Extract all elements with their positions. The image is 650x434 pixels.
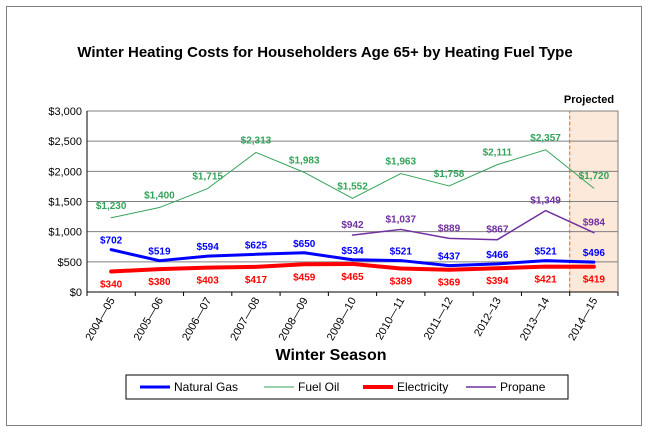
- data-label: $1,230: [96, 201, 127, 212]
- x-tick-label: 2010—11: [374, 296, 408, 343]
- x-tick-label: 2009—10: [325, 296, 359, 343]
- x-tick-label: 2013—14: [518, 296, 552, 343]
- data-label: $394: [486, 276, 509, 287]
- data-label: $594: [197, 242, 220, 253]
- legend-entry: Propane: [500, 380, 546, 394]
- legend-entry: Natural Gas: [174, 380, 238, 394]
- data-label: $496: [583, 248, 606, 259]
- data-label: $403: [197, 276, 220, 287]
- data-label: $2,111: [483, 148, 513, 159]
- data-label: $466: [486, 250, 509, 261]
- data-label: $1,715: [192, 172, 223, 183]
- data-label: $2,357: [530, 133, 561, 144]
- data-label: $1,758: [434, 169, 465, 180]
- data-label: $465: [341, 272, 364, 283]
- data-label: $437: [438, 252, 461, 263]
- data-label: $521: [534, 247, 557, 258]
- data-label: $889: [438, 223, 461, 234]
- y-tick-label: $2,500: [48, 136, 82, 148]
- x-tick-label: 2012–13: [472, 296, 504, 339]
- x-tick-label: 2008—09: [277, 296, 311, 343]
- series-line-electricity: [109, 261, 596, 274]
- data-label: $421: [534, 275, 557, 286]
- x-tick-label: 2005—06: [132, 296, 166, 343]
- legend-entry: Fuel Oil: [298, 380, 339, 394]
- data-label: $419: [583, 275, 606, 286]
- x-axis-title: Winter Season: [276, 347, 387, 364]
- y-tick-label: $1,500: [48, 197, 82, 209]
- data-label: $459: [293, 272, 316, 283]
- data-label: $1,963: [385, 157, 416, 168]
- legend-entry: Electricity: [397, 380, 448, 394]
- data-label: $534: [341, 246, 364, 257]
- legend: Natural Gas Fuel Oil Electricity Propane: [125, 374, 569, 400]
- data-label: $1,037: [385, 214, 416, 225]
- x-tick-label: 2004—05: [83, 296, 117, 343]
- y-tick-label: $2,000: [48, 166, 82, 178]
- series-line-propane: [351, 209, 595, 241]
- data-label: $1,552: [337, 181, 368, 192]
- data-label: $417: [245, 275, 268, 286]
- data-label: $625: [245, 240, 268, 251]
- y-tick-label: $500: [58, 257, 82, 269]
- data-label: $1,720: [579, 171, 610, 182]
- y-tick-label: $3,000: [48, 106, 82, 118]
- data-label: $867: [486, 225, 509, 236]
- data-label: $380: [148, 277, 171, 288]
- data-label: $1,400: [144, 191, 175, 202]
- chart-title: Winter Heating Costs for Householders Ag…: [77, 44, 573, 61]
- x-tick-label: 2007—08: [228, 296, 262, 343]
- data-label: $2,313: [241, 135, 272, 146]
- data-label: $369: [438, 278, 461, 289]
- data-label: $1,349: [530, 196, 561, 207]
- x-tick-label: 2011—12: [422, 296, 456, 343]
- x-tick-label: 2014—15: [566, 296, 600, 343]
- x-tick-label: 2006—07: [180, 296, 214, 343]
- data-label: $650: [293, 239, 316, 250]
- data-label: $340: [100, 279, 123, 290]
- data-label: $984: [583, 218, 606, 229]
- y-tick-label: $1,000: [48, 227, 82, 239]
- series-line-natural-gas: [109, 248, 596, 268]
- projected-label: Projected: [564, 94, 614, 106]
- data-label: $521: [390, 247, 413, 258]
- y-tick-label: $0: [70, 287, 82, 299]
- data-label: $389: [390, 277, 413, 288]
- series-line-fuel-oil: [110, 149, 595, 219]
- data-label: $1,983: [289, 155, 320, 166]
- data-label: $519: [148, 247, 171, 258]
- data-label: $942: [341, 220, 364, 231]
- data-label: $702: [100, 236, 123, 247]
